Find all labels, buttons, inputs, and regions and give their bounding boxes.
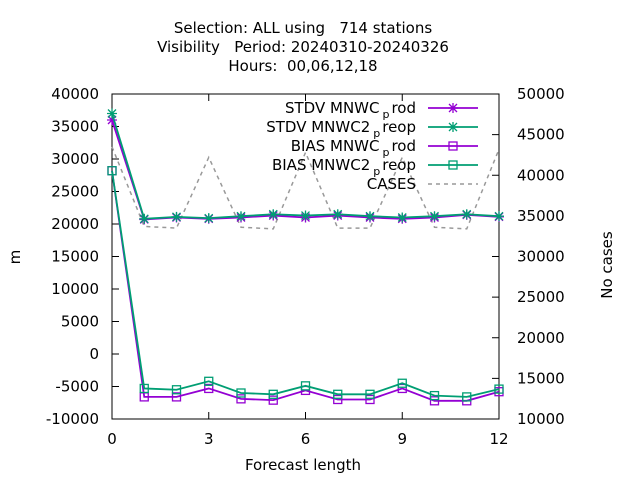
y2-tick-label: 45000: [517, 126, 565, 144]
legend-marker: [448, 141, 458, 151]
data-point: [107, 166, 117, 176]
data-point: [268, 389, 278, 399]
data-point: [429, 211, 440, 222]
y-tick-label: 5000: [61, 313, 99, 331]
x-tick-label: 9: [397, 430, 407, 448]
title-line-3: Hours: 00,06,12,18: [228, 57, 377, 75]
data-point: [365, 211, 375, 222]
legend-marker: [448, 103, 458, 113]
chart-title: Selection: ALL using 714 stations Visibi…: [157, 19, 449, 75]
data-point: [171, 211, 182, 222]
data-point: [462, 392, 472, 402]
y2-axis-label: No cases: [598, 231, 616, 299]
data-point: [171, 385, 182, 395]
y2-tick-label: 10000: [517, 410, 565, 428]
data-point: [268, 209, 279, 220]
data-point: [494, 211, 504, 222]
data-point: [397, 212, 408, 223]
y-axis-label: m: [6, 250, 24, 265]
data-point: [268, 395, 278, 405]
series-line: [111, 170, 500, 398]
data-point: [171, 392, 182, 402]
y2-tick-label: 30000: [517, 248, 565, 266]
x-tick-label: 3: [204, 430, 214, 448]
data-point: [236, 394, 246, 404]
series-layer: [107, 108, 504, 406]
data-point: [333, 394, 343, 405]
data-point: [300, 210, 311, 221]
data-point: [397, 378, 407, 388]
y-tick-label: 25000: [51, 183, 99, 201]
legend-label: BIAS MNWC2 p reop: [272, 156, 416, 178]
data-point: [204, 376, 214, 386]
legend-entry: BIAS MNWC2 p reop: [272, 156, 478, 178]
x-tick-label: 12: [489, 430, 508, 448]
legend-entry: BIAS MNWC p rod: [291, 137, 478, 159]
legend-label: STDV MNWC p rod: [285, 99, 416, 121]
legend-entry: STDV MNWC2 p reop: [266, 118, 478, 140]
y-tick-label: 30000: [51, 150, 99, 168]
data-point: [494, 384, 504, 394]
data-point: [429, 396, 440, 406]
data-point: [139, 383, 149, 394]
data-point: [139, 213, 150, 224]
x-tick-label: 0: [107, 430, 117, 448]
data-point: [236, 388, 246, 398]
legend-label: STDV MNWC2 p reop: [266, 118, 416, 140]
data-point: [204, 383, 214, 394]
data-point: [333, 389, 343, 399]
title-line-1: Selection: ALL using 714 stations: [174, 19, 433, 37]
series-line: [111, 170, 500, 402]
y-axis-ticks: -10000 -5000 0 5000 10000 15000 20000 25000 3000…: [46, 85, 119, 428]
y-tick-label: 35000: [51, 118, 99, 136]
y2-tick-label: 20000: [517, 329, 565, 347]
series-4: [111, 146, 500, 230]
data-point: [107, 108, 117, 119]
data-point: [365, 394, 375, 405]
y-tick-label: 15000: [51, 248, 99, 266]
y-tick-label: -10000: [46, 410, 99, 428]
legend-entry: STDV MNWC p rod: [285, 99, 478, 121]
title-line-2: Visibility Period: 20240310-20240326: [157, 38, 449, 56]
y2-tick-label: 50000: [517, 85, 565, 103]
series-3: [107, 166, 504, 402]
y-tick-label: 40000: [51, 85, 99, 103]
data-point: [461, 209, 472, 220]
y-tick-label: 20000: [51, 215, 99, 233]
data-point: [203, 213, 214, 224]
y-tick-label: 10000: [51, 280, 99, 298]
legend-label: CASES: [367, 175, 416, 193]
y2-tick-label: 15000: [517, 369, 565, 387]
x-tick-label: 6: [301, 430, 311, 448]
legend-marker: [448, 122, 458, 132]
y-tick-label: 0: [89, 345, 99, 363]
data-point: [365, 389, 375, 399]
legend-entry: CASES: [367, 175, 478, 193]
x-axis-ticks: 0 3 6 9 12: [107, 94, 509, 448]
legend-label: BIAS MNWC p rod: [291, 137, 416, 159]
y2-axis-ticks: 10000 15000 20000 25000 30000 35000 40000 45000…: [492, 85, 565, 428]
data-point: [107, 115, 117, 125]
series-1: [107, 108, 504, 224]
data-point: [236, 211, 246, 222]
y2-tick-label: 40000: [517, 166, 565, 184]
data-point: [429, 390, 440, 401]
x-axis-label: Forecast length: [245, 456, 361, 474]
series-line: [111, 146, 500, 230]
data-point: [300, 381, 311, 391]
y2-tick-label: 35000: [517, 207, 565, 225]
series-2: [107, 166, 504, 406]
y2-tick-label: 25000: [517, 288, 565, 306]
data-point: [397, 383, 407, 394]
y-tick-label: -5000: [55, 378, 99, 396]
legend-marker: [448, 160, 458, 170]
data-point: [332, 209, 343, 220]
